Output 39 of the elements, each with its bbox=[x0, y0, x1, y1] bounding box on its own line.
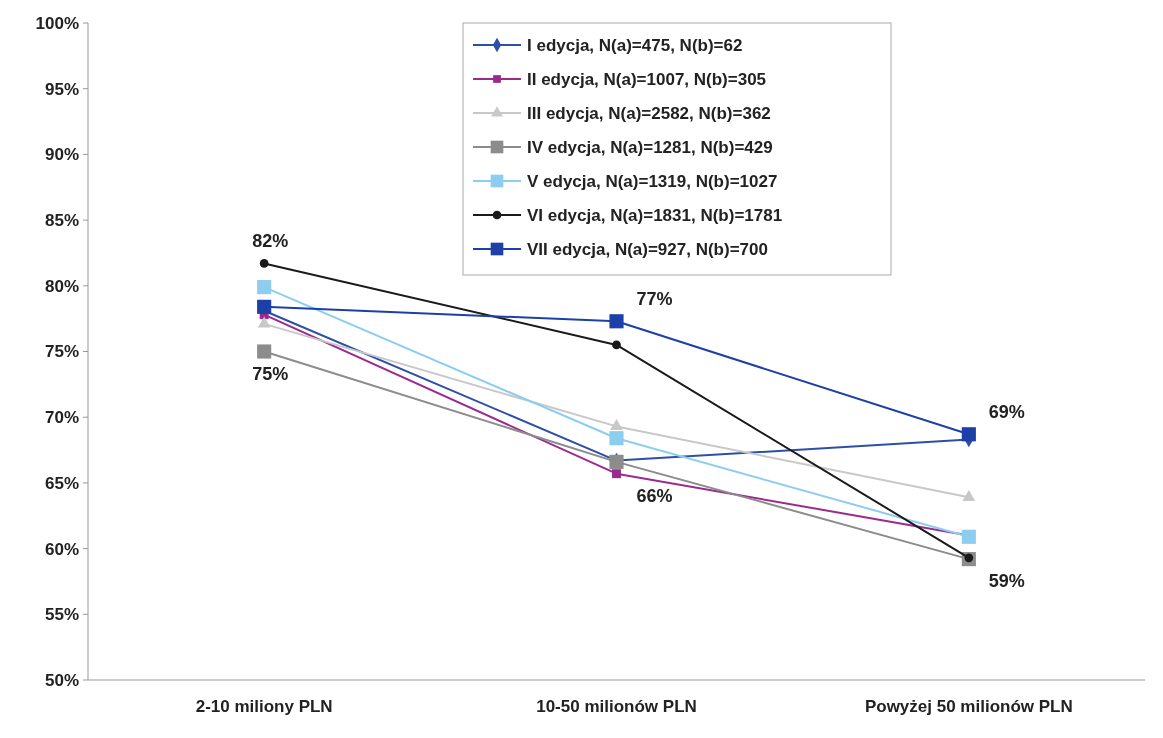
annotation: 77% bbox=[636, 289, 673, 310]
point bbox=[609, 314, 624, 329]
point bbox=[257, 316, 271, 328]
legend-label: IV edycja, N(a)=1281, N(b)=429 bbox=[527, 137, 773, 157]
point bbox=[610, 419, 623, 431]
legend-label: VII edycja, N(a)=927, N(b)=700 bbox=[527, 239, 768, 259]
legend-label: V edycja, N(a)=1319, N(b)=1027 bbox=[527, 171, 778, 191]
y-tick-label: 75% bbox=[44, 342, 79, 362]
legend-label: VI edycja, N(a)=1831, N(b)=1781 bbox=[527, 205, 783, 225]
y-tick-label: 100% bbox=[35, 13, 79, 33]
legend-label: II edycja, N(a)=1007, N(b)=305 bbox=[527, 69, 767, 89]
annotation: 69% bbox=[988, 402, 1025, 423]
annotation: 66% bbox=[636, 485, 673, 506]
point bbox=[259, 259, 269, 268]
point bbox=[257, 299, 272, 314]
point bbox=[612, 340, 621, 350]
y-tick-label: 60% bbox=[44, 539, 79, 559]
point bbox=[257, 344, 272, 359]
y-tick-label: 95% bbox=[44, 79, 79, 99]
legend-label: I edycja, N(a)=475, N(b)=62 bbox=[527, 35, 743, 55]
point bbox=[609, 431, 624, 446]
legend-label: III edycja, N(a)=2582, N(b)=362 bbox=[527, 103, 771, 123]
y-tick-label: 65% bbox=[44, 473, 79, 493]
annotation: 75% bbox=[252, 363, 289, 384]
y-tick-label: 50% bbox=[44, 670, 79, 690]
annotation: 82% bbox=[252, 231, 289, 252]
y-tick-label: 55% bbox=[44, 605, 79, 625]
y-tick-label: 70% bbox=[44, 408, 79, 428]
y-tick-label: 90% bbox=[44, 145, 79, 165]
x-tick-label: Powyżej 50 milionów PLN bbox=[864, 697, 1073, 716]
x-tick-label: 10-50 milionów PLN bbox=[536, 697, 697, 716]
point bbox=[612, 469, 621, 479]
point bbox=[961, 529, 976, 544]
point bbox=[257, 280, 272, 295]
point bbox=[962, 490, 976, 502]
x-tick-label: 2-10 miliony PLN bbox=[195, 697, 333, 716]
y-tick-label: 80% bbox=[44, 276, 79, 296]
y-tick-label: 85% bbox=[44, 211, 79, 231]
annotation: 59% bbox=[988, 571, 1025, 592]
